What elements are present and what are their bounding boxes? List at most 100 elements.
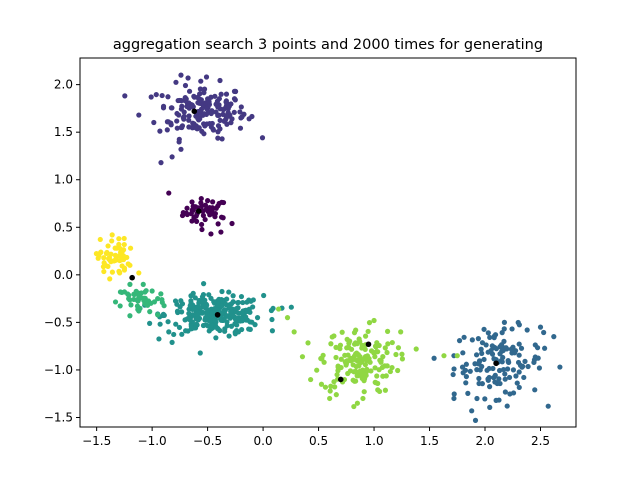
data-point — [219, 303, 225, 309]
data-point — [356, 336, 362, 342]
data-point — [384, 328, 391, 334]
data-point — [351, 341, 358, 347]
data-point — [399, 356, 406, 362]
data-point — [474, 395, 480, 402]
data-point — [469, 408, 475, 414]
data-point — [220, 215, 226, 221]
data-point — [205, 198, 211, 204]
axes-layer: −1.5 −1.0 −0.5 0.0 0.5 1.0 1.5 2.0 2.5 −1.5 −1.0 −0… — [44, 57, 577, 448]
x-tick-label: 1.5 — [420, 434, 439, 448]
chart-title: aggregation search 3 points and 2000 tim… — [113, 37, 543, 53]
data-point — [155, 296, 161, 302]
data-point — [252, 322, 258, 328]
data-point — [305, 340, 311, 346]
data-point — [365, 328, 371, 335]
data-point — [178, 106, 184, 112]
data-point — [481, 326, 487, 332]
data-point — [328, 341, 334, 347]
data-point — [476, 380, 482, 387]
data-point — [454, 353, 460, 359]
data-point — [174, 125, 180, 131]
centroids-layer — [129, 108, 499, 383]
data-point — [244, 299, 250, 305]
data-point — [487, 334, 493, 341]
data-point — [228, 308, 234, 315]
data-point — [103, 250, 110, 256]
data-point — [160, 311, 167, 317]
data-point — [222, 328, 228, 334]
data-point — [219, 136, 225, 142]
data-point — [97, 236, 103, 243]
data-point — [532, 387, 538, 393]
data-point — [476, 375, 482, 382]
data-point — [379, 364, 385, 370]
data-point — [166, 329, 172, 335]
data-point — [198, 195, 204, 202]
data-point — [314, 367, 320, 373]
data-point — [116, 241, 122, 248]
data-point — [269, 328, 275, 334]
data-point — [176, 112, 182, 118]
data-point — [201, 281, 207, 287]
data-point — [179, 331, 185, 337]
y-tick-label: 0.5 — [54, 220, 73, 234]
data-point — [215, 129, 221, 135]
data-point — [151, 119, 157, 126]
data-point — [201, 303, 207, 309]
data-point — [190, 306, 197, 312]
data-point — [463, 361, 469, 367]
data-point — [133, 288, 139, 294]
data-point — [109, 269, 115, 275]
data-point — [188, 323, 194, 329]
data-point — [224, 319, 230, 325]
data-point — [367, 359, 373, 365]
data-point — [201, 121, 207, 127]
data-point — [557, 364, 563, 370]
data-point — [459, 364, 466, 370]
data-point — [545, 403, 551, 409]
data-point — [182, 95, 188, 101]
data-point — [519, 364, 525, 370]
data-point — [112, 299, 119, 305]
data-point — [169, 339, 175, 345]
data-point — [191, 121, 197, 127]
data-point — [385, 341, 391, 347]
data-point — [217, 117, 223, 123]
data-point — [198, 221, 205, 228]
data-point — [112, 245, 118, 251]
data-point — [205, 307, 211, 313]
data-point — [176, 139, 182, 145]
data-point — [509, 326, 515, 332]
data-point — [215, 135, 221, 141]
data-point — [118, 257, 125, 263]
centroid-point — [195, 208, 202, 214]
data-point — [107, 276, 113, 282]
data-point — [441, 353, 447, 359]
data-point — [186, 113, 192, 119]
x-tick-label: 0.5 — [309, 434, 328, 448]
data-point — [203, 74, 210, 80]
data-point — [372, 354, 378, 360]
data-point — [497, 351, 503, 357]
data-point — [502, 371, 508, 377]
x-tick-label: 0.0 — [254, 434, 273, 448]
x-tick-label: −0.5 — [193, 434, 222, 448]
data-point — [469, 337, 475, 343]
data-point — [192, 295, 198, 301]
data-point — [479, 350, 485, 356]
data-point — [235, 300, 241, 306]
data-point — [541, 329, 547, 336]
data-point — [218, 317, 224, 323]
data-point — [174, 308, 181, 314]
x-tick-label: −1.0 — [138, 434, 167, 448]
data-point — [372, 365, 378, 371]
data-point — [353, 350, 360, 356]
data-point — [208, 211, 214, 217]
data-point — [487, 384, 493, 390]
data-point — [497, 380, 503, 387]
data-point — [269, 316, 275, 323]
data-point — [467, 368, 473, 374]
data-point — [331, 333, 337, 339]
